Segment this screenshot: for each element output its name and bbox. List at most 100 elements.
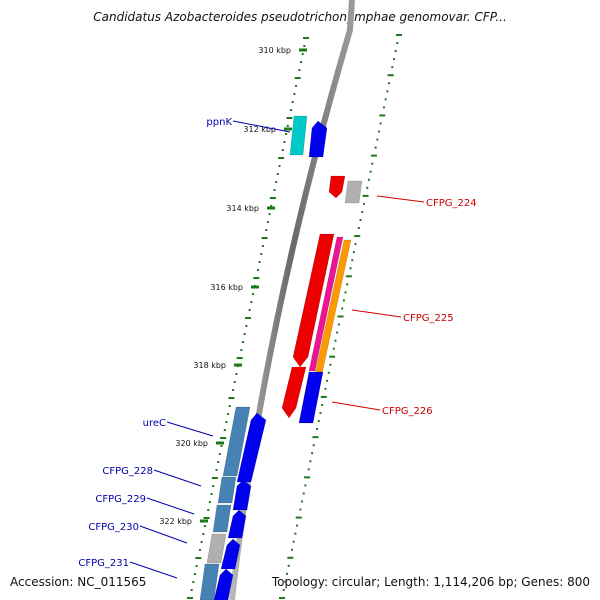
guide-dot: [215, 469, 218, 471]
guide-dot: [282, 588, 285, 591]
guide-dot: [301, 53, 304, 55]
guide-dot: [337, 323, 340, 326]
gene-ppnk[interactable]: [289, 115, 328, 158]
gene-block[interactable]: [220, 538, 241, 570]
guide-dot: [394, 50, 397, 53]
gene-label-text[interactable]: CFPG_224: [426, 198, 477, 209]
guide-dot: [376, 138, 379, 141]
gene-label-text[interactable]: ppnK: [206, 117, 232, 128]
guide-dot: [240, 349, 243, 351]
guide-dot: [291, 101, 294, 103]
gene-cfpg-229[interactable]: [212, 504, 247, 539]
gene-block[interactable]: [298, 371, 324, 424]
gene-label-cfpg-224[interactable]: CFPG_224: [376, 195, 477, 209]
gene-label-cfpg-229[interactable]: CFPG_229: [95, 494, 195, 515]
guide-dot: [283, 141, 286, 143]
guide-dot: [200, 541, 203, 543]
minor-tick-mark: [211, 477, 218, 479]
gene-block[interactable]: [292, 233, 335, 368]
gene-label-cfpg-225[interactable]: CFPG_225: [351, 309, 454, 324]
minor-tick-mark: [278, 157, 285, 159]
guide-dot: [379, 122, 382, 125]
scale-label: 320 kbp: [175, 439, 208, 448]
gene-label-text[interactable]: CFPG_228: [102, 466, 153, 477]
guide-dot: [212, 485, 215, 487]
guide-dot: [220, 445, 223, 447]
gene-block[interactable]: [227, 509, 247, 539]
guide-dot: [192, 581, 195, 583]
minor-tick-mark: [187, 597, 193, 599]
guide-dot: [273, 189, 276, 191]
guide-dot: [251, 293, 254, 295]
map-title: Candidatus Azobacteroides pseudotrichony…: [93, 10, 507, 24]
gene-features[interactable]: [199, 115, 363, 600]
gene-block[interactable]: [222, 406, 251, 477]
gene-label-text[interactable]: CFPG_226: [382, 406, 433, 417]
guide-dot: [341, 307, 344, 310]
guide-dot: [342, 299, 345, 302]
gene-label-text[interactable]: CFPG_225: [403, 313, 454, 324]
gene-label-urec[interactable]: ureC: [143, 418, 214, 437]
gene-block[interactable]: [217, 476, 237, 504]
guide-dot: [233, 381, 236, 383]
minor-tick-mark: [286, 117, 293, 119]
guide-dot: [217, 461, 220, 463]
minor-tick-mark: [303, 37, 309, 39]
gene-label-cfpg-226[interactable]: CFPG_226: [331, 401, 433, 417]
guide-dot: [346, 283, 349, 286]
leader-line: [139, 525, 188, 544]
gene-label-text[interactable]: CFPG_231: [78, 558, 129, 569]
gene-label-text[interactable]: CFPG_230: [88, 522, 139, 533]
gene-block[interactable]: [236, 412, 267, 483]
gene-label-cfpg-230[interactable]: CFPG_230: [88, 522, 188, 544]
gene-block[interactable]: [328, 175, 346, 199]
leader-line: [146, 497, 195, 515]
scale-label: 312 kbp: [243, 125, 276, 134]
gene-block[interactable]: [213, 568, 234, 600]
guide-dot: [334, 339, 337, 342]
guide-dot: [228, 405, 231, 407]
gene-cfpg-225[interactable]: [292, 233, 352, 375]
minor-tick-mark: [396, 34, 402, 36]
gene-block[interactable]: [232, 479, 252, 511]
gene-labels[interactable]: ppnK CFPG_224 CFPG_225 CFPG_226 ureC CFPG_228…: [78, 117, 477, 579]
guide-dot: [319, 412, 322, 415]
gene-label-cfpg-231[interactable]: CFPG_231: [78, 558, 178, 579]
gene-block[interactable]: [206, 533, 227, 564]
gene-cfpg-226[interactable]: [281, 366, 324, 424]
gene-urec[interactable]: [222, 406, 267, 483]
guide-dot: [270, 205, 273, 207]
guide-dot: [193, 573, 196, 575]
guide-dot: [266, 221, 269, 223]
gene-block[interactable]: [199, 563, 220, 600]
guide-dot: [223, 429, 226, 431]
guide-dot: [384, 98, 387, 101]
gene-block[interactable]: [308, 236, 344, 372]
guide-dot: [307, 468, 310, 471]
minor-tick-mark: [287, 556, 294, 559]
guide-dot: [225, 421, 228, 423]
gene-label-ppnk[interactable]: ppnK: [206, 117, 291, 133]
guide-dot: [377, 130, 380, 133]
gene-cfpg-231[interactable]: [199, 563, 234, 600]
gene-label-cfpg-228[interactable]: CFPG_228: [102, 466, 202, 487]
gene-block[interactable]: [281, 366, 307, 419]
guide-dot: [392, 58, 395, 61]
guide-dot: [250, 301, 253, 303]
gene-label-text[interactable]: ureC: [143, 418, 166, 429]
gene-block[interactable]: [212, 504, 232, 533]
gene-block[interactable]: [289, 115, 308, 156]
gene-block[interactable]: [344, 180, 363, 204]
gene-cfpg-230[interactable]: [206, 533, 241, 570]
gene-cfpg-228[interactable]: [217, 476, 252, 511]
gene-block[interactable]: [308, 120, 328, 158]
guide-dot: [243, 333, 246, 335]
guide-dot: [276, 173, 279, 175]
minor-tick-mark: [269, 197, 276, 199]
gene-label-text[interactable]: CFPG_229: [95, 494, 146, 505]
guide-dot: [281, 149, 284, 151]
guide-dot: [317, 420, 320, 423]
guide-dot: [361, 210, 364, 213]
gene-cfpg-224[interactable]: [328, 175, 363, 204]
